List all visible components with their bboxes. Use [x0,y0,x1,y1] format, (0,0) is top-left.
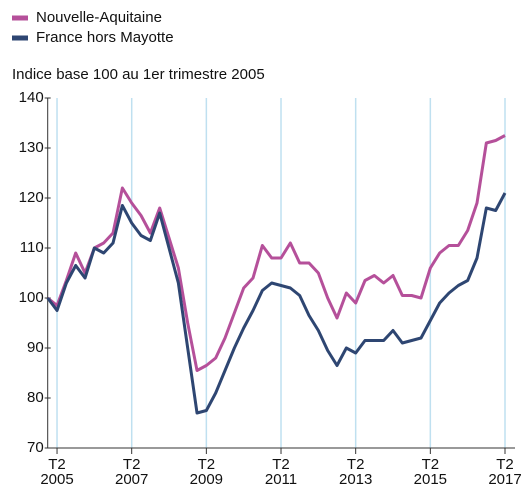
x-tick-label: T2 2017 [488,456,521,488]
line-series [46,192,507,415]
y-tick-label: 70 [27,439,44,456]
legend-label: France hors Mayotte [36,29,174,46]
y-tick-label: 110 [20,239,44,256]
y-tick-label: 90 [27,339,44,356]
x-tick-label: T2 2007 [115,456,148,488]
x-tick-label: T2 2011 [265,456,297,488]
legend-label: Nouvelle-Aquitaine [36,9,162,26]
y-tick-label: 140 [19,89,44,106]
y-tick-label: 130 [19,139,44,156]
y-tick-label: 100 [19,289,44,306]
y-tick-label: 120 [19,189,44,206]
line-series [46,134,506,372]
x-tick-label: T2 2009 [190,456,223,488]
x-tick-label: T2 2013 [339,456,372,488]
x-tick-label: T2 2005 [40,456,73,488]
y-tick-label: 80 [27,389,44,406]
x-tick-label: T2 2015 [414,456,447,488]
chart-subtitle: Indice base 100 au 1er trimestre 2005 [12,66,265,83]
